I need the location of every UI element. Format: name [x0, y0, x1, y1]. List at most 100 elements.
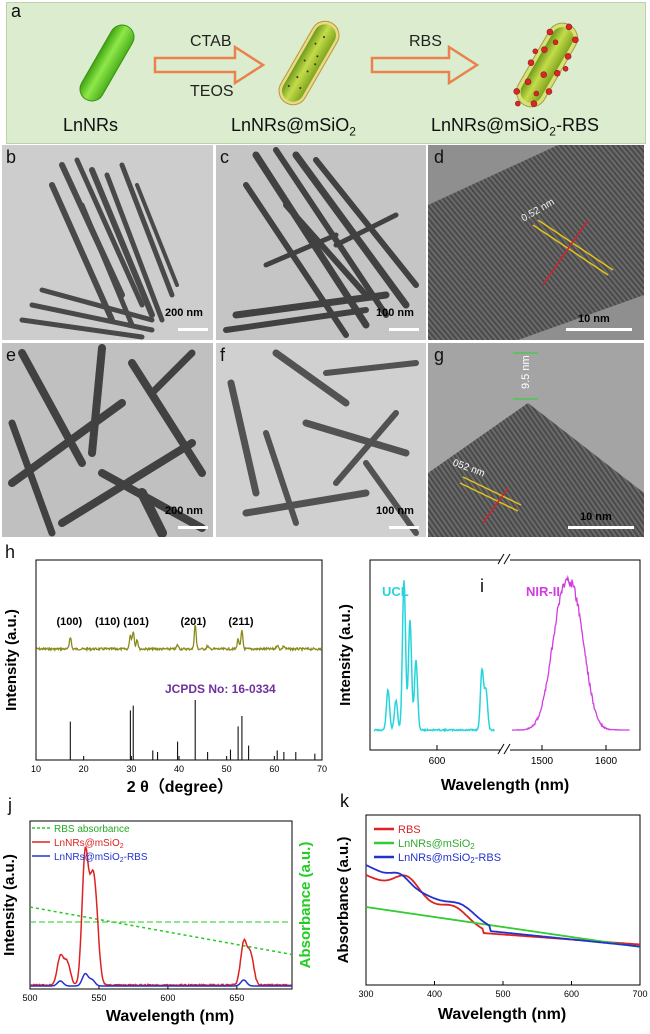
i-tick-1500: 1500	[531, 745, 554, 767]
shell-thickness-g: 9.5 nm	[520, 355, 532, 389]
peak-label: (110)	[95, 616, 120, 628]
legend-k-lnnrs-msio2-rbs: LnNRs@mSiO2-RBS	[398, 852, 501, 865]
nanorods-image-e	[2, 343, 213, 537]
lnnrs-msio2-absorption-line	[365, 906, 641, 948]
legend-k-lnnrs-msio2: LnNRs@mSiO2	[398, 838, 475, 851]
panel-c-label: c	[220, 147, 229, 167]
nir-ii-series-label: NIR-II	[526, 584, 560, 599]
peak-label: (101)	[123, 616, 149, 628]
scale-label-e: 200 nm	[165, 505, 203, 517]
panel-b-label: b	[6, 147, 17, 167]
axis-break-icon	[497, 553, 511, 755]
panel-f-label: f	[220, 345, 226, 365]
panel-k-label: k	[340, 791, 349, 811]
arrow-2-icon	[370, 44, 480, 86]
j-x-tick-label: 650	[229, 993, 244, 1003]
arrow-1-icon	[153, 44, 266, 86]
lnnrs-msio2-rbs-absorption-line	[365, 864, 641, 948]
step-2-label: LnNRs@mSiO2	[231, 115, 356, 139]
scale-label-g: 10 nm	[580, 511, 612, 523]
rbs-absorption-line	[365, 874, 641, 946]
jcpds-label: JCPDS No: 16-0334	[165, 682, 276, 696]
scale-bar-d	[566, 328, 632, 331]
rbs-loaded-nanorod-icon	[513, 22, 579, 108]
k-x-tick-label: 600	[564, 989, 579, 999]
legend-rbs-absorbance: RBS absorbance	[54, 824, 130, 835]
micrograph-d: d 0.52 nm 10 nm	[428, 145, 644, 340]
nir-ii-emission-line	[511, 574, 630, 731]
j-x-tick-label: 500	[22, 993, 37, 1003]
rbs-absorbance-line	[29, 906, 293, 956]
panel-a: a	[6, 1, 646, 144]
legend-lnnrs-msio2-rbs: LnNRs@mSiO2-RBS	[54, 852, 148, 864]
h-x-tick-label: 70	[317, 764, 327, 774]
scale-label-f: 100 nm	[376, 505, 414, 517]
emission-y-axis-label: Intensity (a.u.)	[337, 604, 354, 706]
lnnrs-msio2-rbs-emission-line	[30, 972, 292, 987]
fret-spectrum-chart: 500 550 600 650 RBS absorbance LnNRs@mSiO2 …	[1, 820, 314, 1025]
xrd-pattern-line	[35, 624, 323, 653]
k-x-tick-label: 400	[427, 989, 442, 999]
emission-spectrum-chart: UCL NIR-II 600 1500 1600 Wavelength (nm)…	[337, 553, 641, 794]
k-x-tick-label: 300	[358, 989, 373, 999]
lnnrs-msio2-emission-line	[29, 846, 293, 987]
h-x-tick-label: 30	[126, 764, 136, 774]
panel-a-scheme	[79, 20, 579, 108]
scale-label-b: 200 nm	[165, 307, 203, 319]
peak-label: (100)	[57, 616, 83, 628]
fret-plot-frame	[29, 820, 293, 990]
micrograph-e: e 200 nm	[2, 343, 213, 537]
xrd-x-axis-label: 2 θ（degree）	[127, 778, 233, 796]
legend-lnnrs-msio2: LnNRs@mSiO2	[54, 838, 124, 850]
h-x-tick-label: 20	[79, 764, 89, 774]
xrd-y-axis-label: Intensity (a.u.)	[3, 609, 20, 711]
scale-bar-c	[389, 328, 419, 331]
panel-g-label: g	[434, 345, 445, 365]
coated-nanorod-icon	[278, 20, 340, 106]
j-x-tick-label: 550	[91, 993, 106, 1003]
xrd-chart: 10 20 30 40 50 60 70 (100) (110) (101) (201) (211)…	[3, 559, 327, 796]
ucl-series-label: UCL	[382, 584, 409, 599]
svg-text:600: 600	[429, 756, 446, 767]
panel-h: h 10 20 30 40 50 60 70 (100) (110) (101) (201) (21…	[0, 540, 330, 800]
micrograph-f: f 100 nm	[216, 343, 426, 537]
xrd-plot-frame	[35, 559, 323, 761]
j-legend: RBS absorbance LnNRs@mSiO2 LnNRs@mSiO2-R…	[32, 824, 148, 864]
peak-label: (211)	[228, 616, 253, 628]
scale-bar-f	[389, 526, 419, 529]
panel-k: k 300 400 500 600 700 RBS LnNRs@mSiO2 LnNRs@…	[330, 791, 650, 1034]
absorption-y-axis-label: Absorbance (a.u.)	[335, 837, 352, 964]
absorption-chart: 300 400 500 600 700 RBS LnNRs@mSiO2 LnNRs@mS…	[335, 814, 648, 1023]
nanorods-image-b	[2, 145, 213, 340]
h-x-tick-label: 60	[269, 764, 279, 774]
panel-d-label: d	[434, 147, 445, 167]
step-1-label: LnNRs	[63, 115, 119, 135]
nanorods-image-c	[216, 145, 426, 340]
micrograph-c: c 100 nm	[216, 145, 426, 340]
fret-y-axis-label: Intensity (a.u.)	[1, 854, 18, 956]
svg-text:1500: 1500	[531, 756, 554, 767]
arrow-1-bottom-label: TEOS	[190, 83, 234, 100]
legend-rbs: RBS	[398, 824, 421, 836]
panel-i: i UCL NIR-II 600 1500 1600 Wavelength (n…	[330, 540, 650, 800]
h-x-tick-label: 50	[222, 764, 232, 774]
i-tick-600: 600	[429, 745, 446, 767]
arrow-2-top-label: RBS	[409, 33, 442, 50]
emission-x-axis-label: Wavelength (nm)	[441, 777, 569, 794]
k-x-tick-label: 500	[495, 989, 510, 999]
nanorods-image-f	[216, 343, 426, 537]
i-tick-1600: 1600	[595, 745, 618, 767]
k-x-tick-label: 700	[632, 989, 647, 999]
hrtem-image-d	[428, 145, 644, 340]
micrograph-b: b 200 nm	[2, 145, 213, 340]
panel-e-label: e	[6, 345, 17, 365]
k-legend: RBS LnNRs@mSiO2 LnNRs@mSiO2-RBS	[374, 824, 501, 865]
scale-bar-g	[568, 526, 634, 529]
panel-j: j 500 550 600 650 RBS absorbance LnNRs@mSiO…	[0, 795, 330, 1034]
j-x-tick-label: 600	[160, 993, 175, 1003]
fret-x-axis-label: Wavelength (nm)	[106, 1008, 234, 1025]
h-x-tick-label: 40	[174, 764, 184, 774]
h-x-tick-label: 10	[31, 764, 41, 774]
panel-h-label: h	[5, 542, 16, 562]
scale-bar-b	[178, 328, 208, 331]
